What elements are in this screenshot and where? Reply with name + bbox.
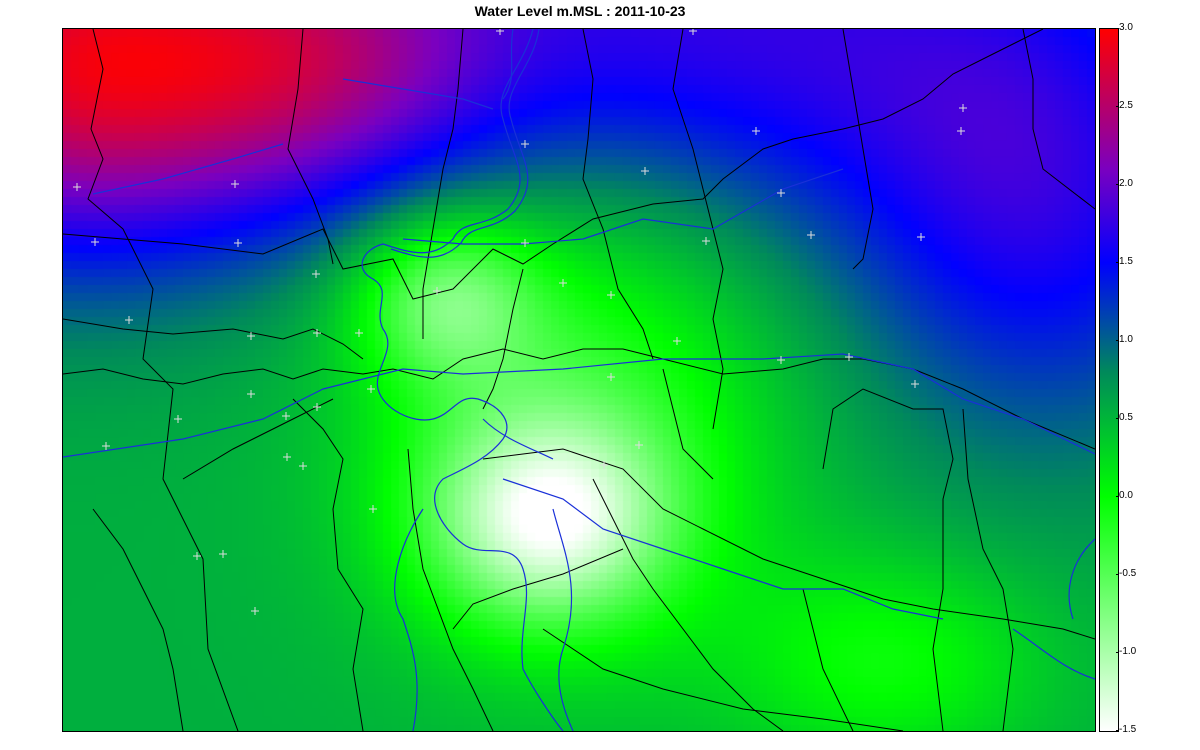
legend-tick-label: -1.5 [1115,724,1137,735]
boundary-line [63,29,1044,300]
boundary-line [452,548,624,630]
station-marker [219,550,227,558]
boundary-line [842,29,874,270]
station-marker [247,332,255,340]
station-marker [752,127,760,135]
boundary-line [292,398,364,731]
boundary-line [182,398,334,480]
station-marker [807,231,815,239]
legend-tick-label: -1.0 [1115,646,1137,657]
boundary-line [582,29,654,360]
station-marker [91,238,99,246]
station-marker [299,462,307,470]
boundary-line [92,508,184,731]
station-marker [917,233,925,241]
boundary-line [802,588,854,731]
station-marker [673,337,681,345]
station-marker [607,291,615,299]
station-marker [433,287,441,295]
station-marker [234,239,242,247]
boundary-line [822,388,954,731]
station-marker [911,380,919,388]
station-marker [102,442,110,450]
district-boundaries [63,29,1095,731]
water-level-surface [63,29,1095,731]
legend-tick-label: 2.0 [1116,178,1133,189]
color-legend-bar [1099,28,1119,732]
station-marker [313,403,321,411]
station-marker [521,140,529,148]
canal [1012,628,1095,680]
legend-tick-label: 0.0 [1116,490,1133,501]
station-marker [312,270,320,278]
boundary-line [592,478,784,731]
map-overlay [63,29,1095,731]
boundary-line [962,408,1014,731]
station-marker [959,104,967,112]
boundary-line [407,448,494,731]
station-marker [73,183,81,191]
station-marker [607,373,615,381]
boundary-line [672,29,724,430]
boundary-line [287,29,334,265]
canal [402,168,844,245]
chao-phraya-river [361,29,564,731]
map-title: Water Level m.MSL : 2011-10-23 [474,3,686,19]
canal [92,143,284,195]
station-marker [689,29,697,35]
boundary-line [87,29,239,731]
boundary-line [63,318,364,360]
canal [1068,538,1095,620]
legend-tick-label: 0.5 [1116,412,1133,423]
canal [552,508,574,731]
boundary-line [662,368,714,480]
boundary-line [542,628,904,731]
boundary-line [63,348,1095,450]
station-marker [777,356,785,364]
legend-tick-label: 1.5 [1116,256,1133,267]
map-frame[interactable] [62,28,1096,732]
station-marker [251,607,259,615]
boundary-line [482,448,1095,640]
station-marker [559,279,567,287]
canal [502,29,514,100]
station-marker [174,415,182,423]
station-marker [231,180,239,188]
legend-tick-label: -0.5 [1115,568,1137,579]
canal [502,478,944,620]
station-marker [845,353,853,361]
station-marker [777,189,785,197]
station-marker [369,505,377,513]
legend-tick-label: 2.5 [1116,100,1133,111]
station-marker [367,385,375,393]
station-marker [283,453,291,461]
station-marker [282,412,290,420]
station-marker [496,29,504,35]
canal [63,353,1095,458]
station-marker [247,390,255,398]
legend-tick-label: 3.0 [1116,22,1133,33]
river-channel [390,29,540,258]
station-marker [125,316,133,324]
legend-tick-label: 1.0 [1116,334,1133,345]
boundary-line [422,29,464,339]
station-marker [600,461,608,469]
canal [342,78,494,110]
station-marker [702,237,710,245]
station-marker [521,239,529,247]
boundary-line [1022,29,1095,210]
station-marker [641,167,649,175]
canal [394,508,424,731]
boundary-line [482,268,524,410]
canal [482,418,554,460]
station-marker [355,329,363,337]
station-marker [957,127,965,135]
rivers-and-canals [63,29,1095,731]
station-marker [193,552,201,560]
station-marker [635,441,643,449]
station-marker [313,329,321,337]
gauge-stations [73,29,967,615]
